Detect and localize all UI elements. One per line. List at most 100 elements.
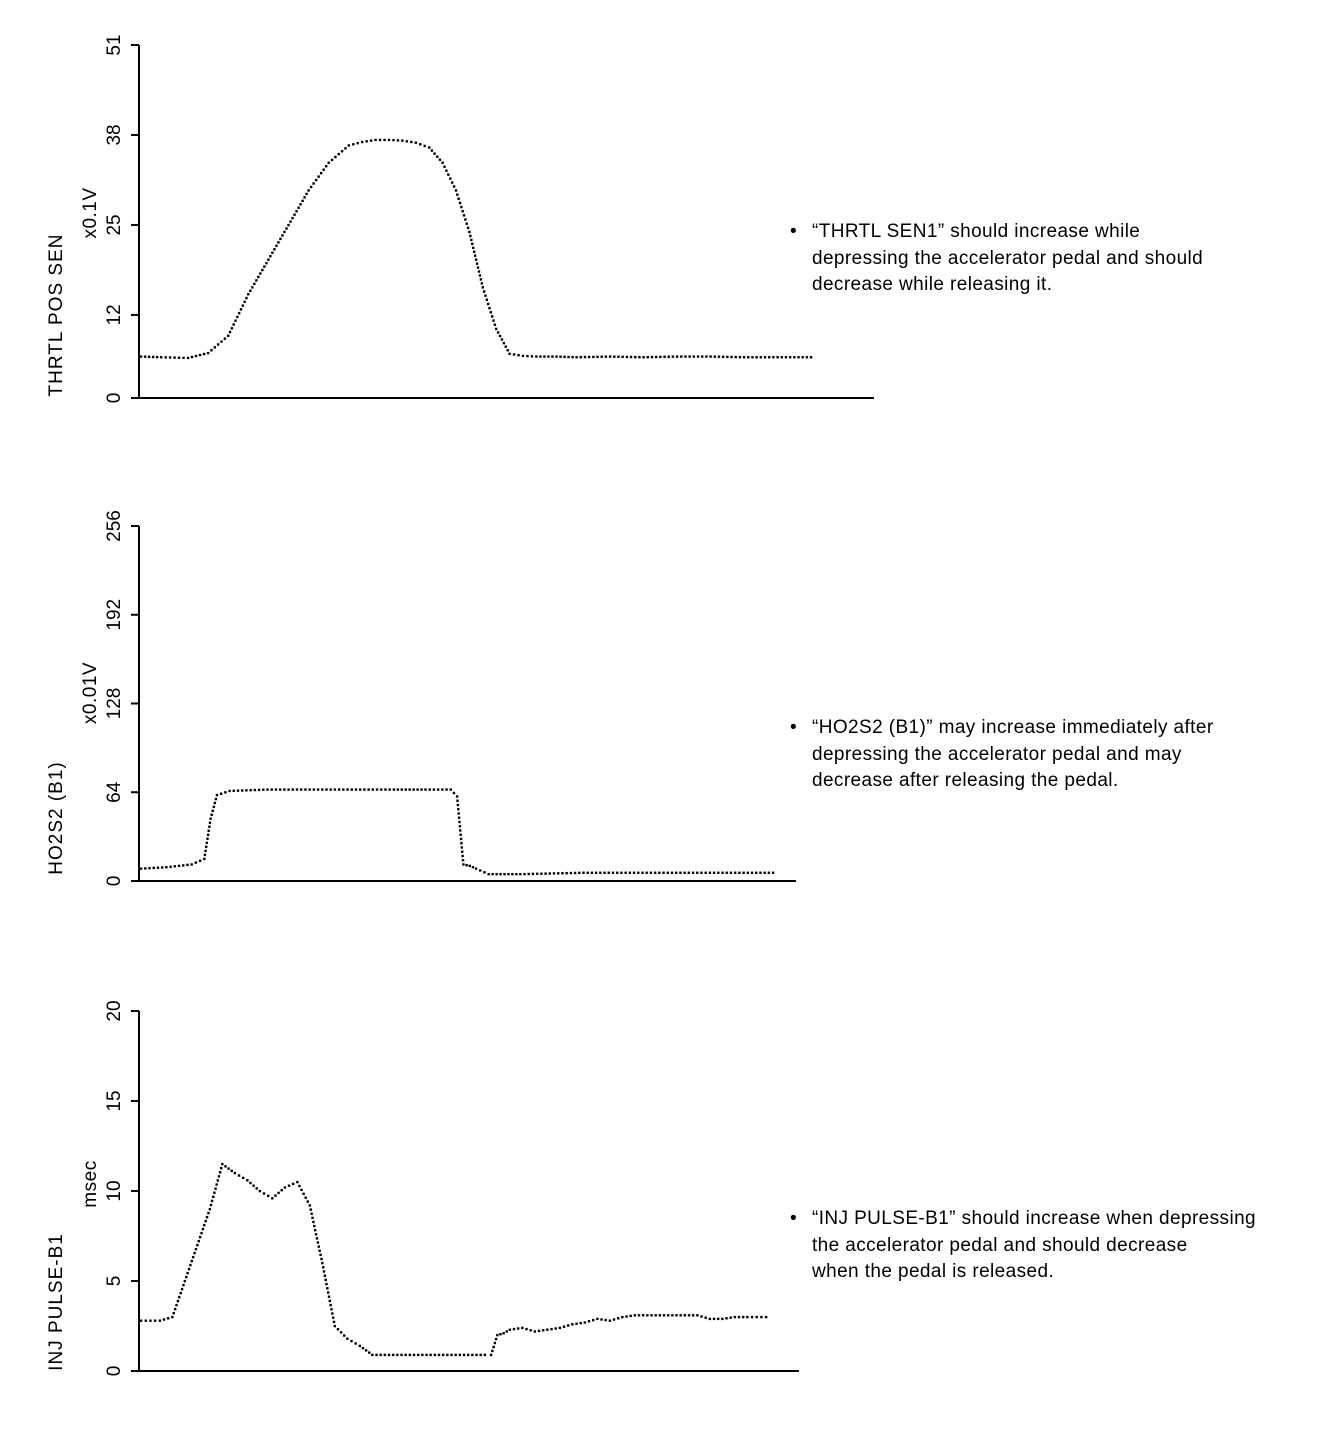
data-point bbox=[198, 1235, 202, 1239]
data-point bbox=[175, 1303, 178, 1307]
data-point bbox=[583, 1321, 587, 1324]
data-point bbox=[527, 872, 530, 876]
data-point bbox=[200, 1231, 203, 1235]
data-point bbox=[465, 222, 468, 225]
data-point bbox=[262, 788, 265, 791]
data-point bbox=[516, 1327, 520, 1330]
data-point bbox=[465, 863, 468, 867]
data-point bbox=[659, 355, 662, 359]
data-point bbox=[189, 1263, 192, 1267]
y-tick-label: 38 bbox=[104, 124, 125, 145]
data-point bbox=[717, 871, 720, 874]
data-point bbox=[247, 293, 250, 296]
data-point bbox=[429, 1353, 432, 1357]
data-point bbox=[220, 1166, 223, 1170]
y-tick-label: 15 bbox=[104, 1090, 125, 1111]
data-point bbox=[705, 355, 708, 358]
data-point bbox=[457, 808, 460, 811]
data-point bbox=[688, 355, 691, 358]
data-point bbox=[258, 1189, 262, 1193]
data-point bbox=[461, 210, 464, 213]
bullet-icon: • bbox=[790, 717, 798, 738]
data-point bbox=[371, 788, 375, 791]
data-point bbox=[596, 355, 599, 359]
data-point bbox=[563, 355, 566, 359]
data-point bbox=[328, 1299, 332, 1303]
data-point bbox=[211, 809, 214, 813]
data-point bbox=[317, 1245, 320, 1248]
data-point bbox=[356, 141, 359, 145]
data-point bbox=[215, 793, 219, 797]
note-line: “HO2S2 (B1)” may increase immediately af… bbox=[812, 717, 1214, 738]
data-point bbox=[493, 323, 497, 326]
data-point bbox=[633, 1314, 637, 1317]
data-point bbox=[502, 1332, 505, 1335]
y-tick-label: 0 bbox=[104, 1366, 125, 1377]
data-point bbox=[502, 341, 506, 345]
data-point bbox=[726, 355, 729, 359]
data-point bbox=[441, 1353, 445, 1357]
data-point bbox=[755, 871, 758, 874]
data-point bbox=[746, 1315, 749, 1319]
data-point bbox=[460, 842, 463, 845]
data-point bbox=[479, 1353, 482, 1357]
y-tick-label: 51 bbox=[104, 34, 125, 55]
data-point bbox=[203, 857, 206, 861]
data-point bbox=[653, 871, 657, 874]
unit-label: x0.01V bbox=[80, 662, 101, 724]
data-point bbox=[566, 1324, 570, 1327]
data-point bbox=[596, 1317, 599, 1321]
data-point bbox=[245, 789, 248, 792]
data-point bbox=[196, 1243, 199, 1247]
data-point bbox=[312, 788, 316, 791]
data-point bbox=[788, 356, 792, 359]
data-point bbox=[416, 1353, 420, 1357]
y-axis-label: THRTL POS SEN bbox=[46, 234, 67, 397]
data-point bbox=[243, 300, 246, 304]
data-point bbox=[755, 356, 758, 359]
data-point bbox=[760, 1315, 763, 1319]
data-point bbox=[322, 1270, 326, 1273]
data-point bbox=[691, 871, 695, 874]
data-point bbox=[776, 356, 779, 359]
data-point bbox=[255, 1187, 258, 1190]
data-point bbox=[491, 872, 494, 876]
data-point bbox=[583, 355, 587, 359]
data-point bbox=[316, 788, 320, 791]
data-point bbox=[733, 871, 737, 874]
data-point bbox=[487, 872, 490, 876]
data-point bbox=[187, 1267, 191, 1271]
data-point bbox=[412, 1353, 416, 1357]
data-point bbox=[438, 158, 442, 161]
data-point bbox=[587, 1320, 591, 1323]
data-point bbox=[479, 278, 483, 281]
y-axis-label: INJ PULSE-B1 bbox=[46, 1233, 67, 1371]
data-point bbox=[266, 1194, 270, 1198]
data-point bbox=[190, 863, 193, 866]
data-point bbox=[603, 871, 606, 874]
data-point bbox=[171, 1315, 174, 1319]
data-point bbox=[573, 871, 577, 875]
data-point bbox=[460, 846, 464, 849]
data-point bbox=[468, 864, 471, 868]
data-point bbox=[473, 254, 477, 257]
data-point bbox=[266, 788, 269, 791]
data-point bbox=[361, 1346, 365, 1350]
data-point bbox=[421, 1353, 424, 1357]
data-point bbox=[515, 872, 518, 876]
data-point bbox=[737, 1315, 741, 1319]
data-point bbox=[158, 1319, 162, 1322]
data-point bbox=[216, 343, 220, 346]
data-point bbox=[162, 1318, 166, 1321]
data-point bbox=[683, 871, 686, 874]
data-point bbox=[459, 837, 463, 841]
data-point bbox=[375, 788, 379, 791]
data-point bbox=[641, 1314, 645, 1317]
data-point bbox=[302, 1192, 305, 1195]
data-point bbox=[508, 1328, 512, 1331]
data-point bbox=[505, 1330, 508, 1333]
data-point bbox=[205, 845, 208, 849]
data-point bbox=[219, 792, 223, 795]
data-point bbox=[361, 140, 364, 144]
data-point bbox=[458, 820, 461, 824]
